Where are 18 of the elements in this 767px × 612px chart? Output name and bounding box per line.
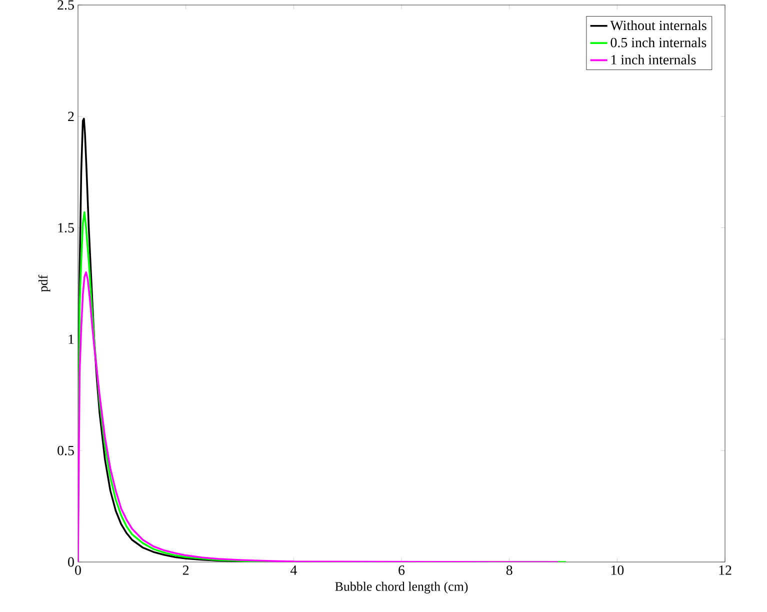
x-axis-title: Bubble chord length (cm) [335,582,468,594]
y-axis-title: pdf [38,274,50,292]
x-tick-label: 6 [398,566,405,575]
x-tick-label: 10 [611,566,624,575]
y-tick-label: 1.5 [58,223,74,233]
y-tick-label: 0 [68,557,74,567]
x-tick-label: 4 [290,566,297,575]
y-tick-label: 2 [68,112,74,122]
y-tick-label: 0.5 [58,446,74,456]
x-tick-label: 12 [719,566,732,575]
legend-label: Without internals [610,20,706,30]
x-tick-label: 2 [182,566,189,575]
legend-label: 1 inch internals [611,54,696,64]
y-tick-label: 1 [68,334,74,344]
y-tick-label: 2.5 [58,0,74,10]
legend-label: 0.5 inch internals [610,37,706,48]
x-tick-label: 0 [75,566,81,575]
x-tick-label: 8 [506,566,512,575]
